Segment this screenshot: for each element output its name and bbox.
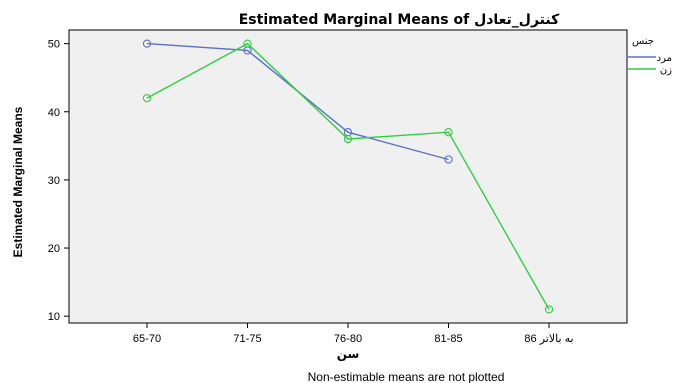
plot-area xyxy=(68,29,628,324)
x-tick-label: 86 به بالاتر xyxy=(524,333,573,345)
data-point xyxy=(544,305,554,314)
data-point xyxy=(142,39,152,48)
series-2 xyxy=(142,39,554,314)
y-axis-title: Estimated Marginal Means xyxy=(11,106,25,257)
series-line xyxy=(146,42,550,310)
y-tick-label: 30 xyxy=(48,175,60,187)
series-layer xyxy=(142,39,554,314)
x-tick-label: 76-80 xyxy=(334,333,362,345)
legend-label: زن xyxy=(660,65,672,76)
data-point xyxy=(243,39,252,48)
x-tick-label: 65-70 xyxy=(133,333,161,345)
data-point xyxy=(444,128,453,137)
chart-title: Estimated Marginal Means of کنترل_تعادل xyxy=(239,12,560,28)
data-point xyxy=(142,93,152,103)
x-axis: 65-70 71-75 76-80 81-85 86 به بالاتر xyxy=(133,323,574,345)
legend-label: مرد xyxy=(657,53,672,64)
y-tick-label: 20 xyxy=(48,243,60,255)
y-axis: 10 20 30 40 50 xyxy=(48,39,69,323)
data-point xyxy=(444,155,453,164)
data-point xyxy=(343,134,353,144)
x-axis-title: سن xyxy=(337,347,360,361)
x-tick-label: 71-75 xyxy=(233,333,261,345)
y-tick-label: 40 xyxy=(48,107,60,119)
y-tick-label: 50 xyxy=(48,39,60,51)
footnote: Non-estimable means are not plotted xyxy=(308,370,505,383)
legend-title: جنس xyxy=(632,36,654,47)
y-tick-label: 10 xyxy=(48,311,60,323)
x-tick-label: 81-85 xyxy=(434,333,462,345)
